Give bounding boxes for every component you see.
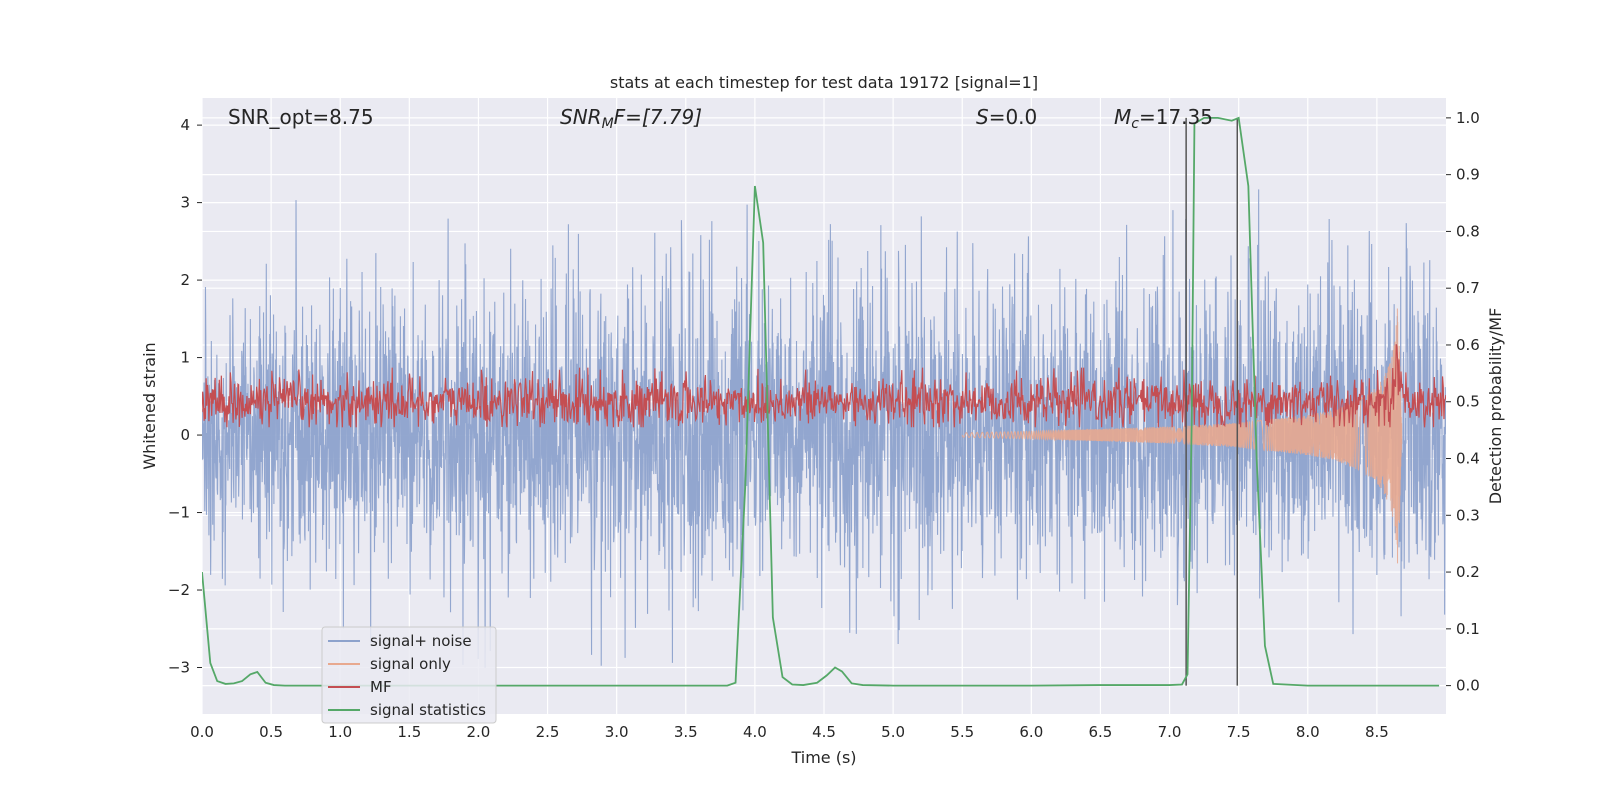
x-tick-label: 5.0 — [881, 723, 905, 741]
plot-area — [202, 116, 1446, 687]
y-right-axis-ticks: 0.0 0.1 0.2 0.3 0.4 0.5 0.6 0.7 0.8 0.9 1.0 — [1446, 109, 1480, 695]
y-left-tick-label: −2 — [168, 581, 190, 599]
x-tick-label: 2.0 — [467, 723, 491, 741]
y-left-tick-label: 1 — [180, 349, 190, 367]
x-tick-label: 3.0 — [605, 723, 629, 741]
y-right-tick-label: 0.0 — [1456, 677, 1480, 695]
legend-label-signal-statistics: signal statistics — [370, 701, 486, 719]
snr-mf-sub: M — [602, 116, 614, 132]
y-right-tick-label: 0.4 — [1456, 450, 1480, 468]
s-var: S — [976, 105, 989, 129]
x-tick-label: 8.0 — [1296, 723, 1320, 741]
mf-line — [202, 344, 1446, 428]
x-tick-label: 5.5 — [950, 723, 974, 741]
legend-label-signal-only: signal only — [370, 655, 451, 673]
legend-label-signal-noise: signal+ noise — [370, 632, 472, 650]
y-right-tick-label: 0.9 — [1456, 166, 1480, 184]
x-tick-label: 6.5 — [1089, 723, 1113, 741]
x-tick-label: 3.5 — [674, 723, 698, 741]
y-right-tick-label: 0.1 — [1456, 620, 1480, 638]
y-right-tick-label: 0.5 — [1456, 393, 1480, 411]
snr-mf-annotation: SNRMF=[7.79] — [560, 105, 702, 132]
x-tick-label: 4.0 — [743, 723, 767, 741]
x-tick-label: 1.5 — [397, 723, 421, 741]
y-left-tick-label: 4 — [180, 116, 190, 134]
y-axis-left-label: Whitened strain — [140, 342, 159, 469]
y-right-tick-label: 1.0 — [1456, 109, 1480, 127]
mc-rest: =17.35 — [1139, 105, 1213, 129]
y-right-tick-label: 0.8 — [1456, 222, 1480, 240]
snr-opt-annotation: SNR_opt=8.75 — [228, 105, 374, 129]
legend: signal+ noise signal only MF signal stat… — [321, 626, 497, 724]
y-left-tick-label: 0 — [180, 426, 190, 444]
x-tick-label: 7.0 — [1158, 723, 1182, 741]
y-right-tick-label: 0.6 — [1456, 336, 1480, 354]
signal-statistics-line — [202, 116, 1440, 687]
y-right-tick-label: 0.2 — [1456, 563, 1480, 581]
mc-base: M — [1114, 105, 1131, 129]
y-left-tick-label: −1 — [168, 504, 190, 522]
mc-annotation: Mc=17.35 — [1114, 105, 1213, 132]
y-right-tick-label: 0.7 — [1456, 279, 1480, 297]
s-rest: =0.0 — [989, 105, 1038, 129]
x-axis-ticks: 0.0 0.5 1.0 1.5 2.0 2.5 3.0 3.5 4.0 4.5 5.0 5.5 6.0 6… — [190, 723, 1389, 741]
y-left-axis-ticks: −3 −2 −1 0 1 2 3 4 — [168, 116, 202, 677]
x-axis-label: Time (s) — [790, 748, 856, 767]
y-axis-right-label: Detection probability/MF — [1486, 308, 1505, 505]
y-left-tick-label: 3 — [180, 194, 190, 212]
vertical-markers — [1185, 117, 1239, 686]
x-tick-label: 7.5 — [1227, 723, 1251, 741]
mc-sub: c — [1131, 116, 1139, 132]
x-tick-label: 8.5 — [1365, 723, 1389, 741]
snr-mf-base: SNR — [560, 105, 602, 129]
x-tick-label: 6.0 — [1019, 723, 1043, 741]
x-tick-label: 1.0 — [328, 723, 352, 741]
legend-label-mf: MF — [370, 678, 392, 696]
x-tick-label: 0.0 — [190, 723, 214, 741]
x-tick-label: 0.5 — [259, 723, 283, 741]
y-left-tick-label: 2 — [180, 271, 190, 289]
snr-mf-rest: F=[7.79] — [614, 105, 702, 129]
x-tick-label: 2.5 — [536, 723, 560, 741]
s-annotation: S=0.0 — [976, 105, 1037, 129]
signal-only-line — [961, 308, 1403, 564]
y-right-tick-label: 0.3 — [1456, 506, 1480, 524]
x-tick-label: 4.5 — [812, 723, 836, 741]
chart-title: stats at each timestep for test data 191… — [610, 73, 1038, 92]
legend-box — [321, 626, 497, 724]
y-left-tick-label: −3 — [168, 659, 190, 677]
